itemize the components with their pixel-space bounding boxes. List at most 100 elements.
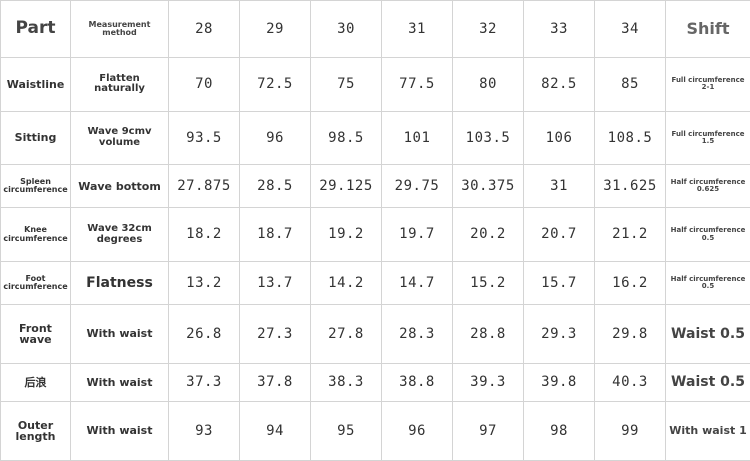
- table-cell: 27.875: [168, 164, 240, 209]
- table-cell: With waist 1: [665, 401, 750, 461]
- header-cell: Measurement method: [70, 0, 169, 58]
- table-cell: 31: [523, 164, 595, 209]
- table-cell: 18.7: [239, 207, 311, 263]
- header-cell: Shift: [665, 0, 750, 58]
- table-cell: 95: [310, 401, 382, 461]
- table-cell: Wave 9cmv volume: [70, 110, 169, 166]
- header-cell: Part: [0, 0, 71, 58]
- table-cell: 38.3: [310, 363, 382, 403]
- table-cell: 29.3: [523, 304, 595, 365]
- table-cell: Spleen circumference: [0, 164, 71, 209]
- table-cell: Flatten naturally: [70, 57, 169, 112]
- table-cell: 37.8: [239, 363, 311, 403]
- table-cell: 98.5: [310, 110, 382, 166]
- table-cell: 39.8: [523, 363, 595, 403]
- table-cell: 26.8: [168, 304, 240, 365]
- data-row: Foot circumference Flatness 13.2 13.7 14.2 14…: [0, 261, 750, 306]
- table-cell: 14.2: [310, 261, 382, 306]
- table-cell: 30.375: [452, 164, 524, 209]
- table-cell: Half circumference 0.5: [665, 261, 750, 306]
- data-row: Sitting Wave 9cmv volume 93.5 96 98.5 101 103.…: [0, 110, 750, 166]
- table-cell: With waist: [70, 363, 169, 403]
- table-cell: Waistline: [0, 57, 71, 112]
- table-cell: 27.3: [239, 304, 311, 365]
- table-cell: 28.8: [452, 304, 524, 365]
- header-row: Part Measurement method 28 29 30 31 32 33 34 Shif…: [0, 0, 750, 58]
- table-cell: 19.7: [381, 207, 453, 263]
- table-cell: 31.625: [594, 164, 666, 209]
- table-cell: 20.2: [452, 207, 524, 263]
- table-cell: 106: [523, 110, 595, 166]
- table-cell: 20.7: [523, 207, 595, 263]
- table-cell: 38.8: [381, 363, 453, 403]
- table-cell: Foot circumference: [0, 261, 71, 306]
- data-row: Front wave With waist 26.8 27.3 27.8 28.3 28.8…: [0, 304, 750, 365]
- table-cell: With waist: [70, 401, 169, 461]
- table-cell: 85: [594, 57, 666, 112]
- table-cell: 29.8: [594, 304, 666, 365]
- table-cell: 80: [452, 57, 524, 112]
- table-cell: 93: [168, 401, 240, 461]
- table-cell: With waist: [70, 304, 169, 365]
- table-cell: 16.2: [594, 261, 666, 306]
- table-cell: 15.7: [523, 261, 595, 306]
- table-cell: 29.75: [381, 164, 453, 209]
- data-row: 后浪 With waist 37.3 37.8 38.3 38.8 39.3 39.8 40.3…: [0, 363, 750, 403]
- table-cell: 39.3: [452, 363, 524, 403]
- table-cell: 94: [239, 401, 311, 461]
- table-cell: 19.2: [310, 207, 382, 263]
- table-cell: 96: [381, 401, 453, 461]
- table-cell: 75: [310, 57, 382, 112]
- table-cell: Wave 32cm degrees: [70, 207, 169, 263]
- table-cell: Sitting: [0, 110, 71, 166]
- data-row: Spleen circumference Wave bottom 27.875 28.…: [0, 164, 750, 209]
- table-cell: 27.8: [310, 304, 382, 365]
- table-cell: 21.2: [594, 207, 666, 263]
- table-cell: 97: [452, 401, 524, 461]
- table-cell: 96: [239, 110, 311, 166]
- table-cell: 93.5: [168, 110, 240, 166]
- table-cell: 77.5: [381, 57, 453, 112]
- table-cell: 101: [381, 110, 453, 166]
- header-cell: 31: [381, 0, 453, 58]
- table-cell: Front wave: [0, 304, 71, 365]
- header-cell: 33: [523, 0, 595, 58]
- table-cell: 13.7: [239, 261, 311, 306]
- header-cell: 30: [310, 0, 382, 58]
- table-cell: Half circumference 0.625: [665, 164, 750, 209]
- table-cell: 29.125: [310, 164, 382, 209]
- table-cell: Waist 0.5: [665, 363, 750, 403]
- table-cell: Flatness: [70, 261, 169, 306]
- header-cell: 34: [594, 0, 666, 58]
- table-cell: 18.2: [168, 207, 240, 263]
- table-cell: Full circumference 2-1: [665, 57, 750, 112]
- table-cell: 后浪: [0, 363, 71, 403]
- table-cell: 108.5: [594, 110, 666, 166]
- header-cell: 29: [239, 0, 311, 58]
- header-cell: 28: [168, 0, 240, 58]
- table-cell: 72.5: [239, 57, 311, 112]
- table-cell: 70: [168, 57, 240, 112]
- table-cell: Outer length: [0, 401, 71, 461]
- table-cell: Full circumference 1.5: [665, 110, 750, 166]
- data-row: Waistline Flatten naturally 70 72.5 75 77.5 80…: [0, 57, 750, 112]
- table-cell: 28.5: [239, 164, 311, 209]
- table-cell: 14.7: [381, 261, 453, 306]
- header-cell: 32: [452, 0, 524, 58]
- data-row: Outer length With waist 93 94 95 96 97 98 99 With…: [0, 401, 750, 461]
- table-cell: 28.3: [381, 304, 453, 365]
- table-cell: 40.3: [594, 363, 666, 403]
- table-cell: 98: [523, 401, 595, 461]
- table-cell: 103.5: [452, 110, 524, 166]
- table-cell: Knee circumference: [0, 207, 71, 263]
- table-cell: 99: [594, 401, 666, 461]
- table-cell: 15.2: [452, 261, 524, 306]
- table-cell: 82.5: [523, 57, 595, 112]
- table-cell: Wave bottom: [70, 164, 169, 209]
- table-cell: 37.3: [168, 363, 240, 403]
- table-cell: 13.2: [168, 261, 240, 306]
- table-cell: Half circumference 0.5: [665, 207, 750, 263]
- table-cell: Waist 0.5: [665, 304, 750, 365]
